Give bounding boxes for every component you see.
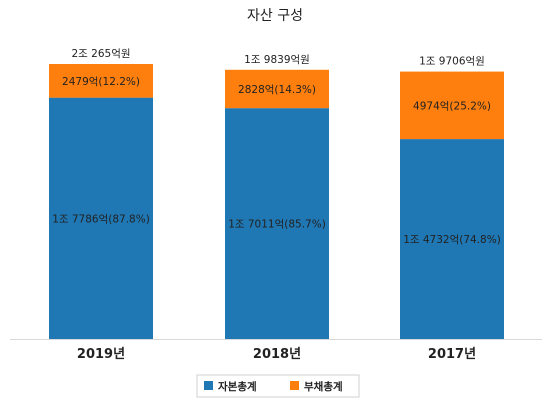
- x-tick-label-2: 2018년: [253, 347, 301, 362]
- bar-equity-2: [225, 108, 329, 340]
- legend: 자본총계 부채총계: [196, 374, 360, 398]
- total-label-3: 1조 9706억원: [419, 56, 485, 68]
- total-label-1: 2조 265억원: [71, 48, 130, 60]
- legend-label-equity: 자본총계: [218, 380, 257, 393]
- bar-liabilities-3: [400, 71, 504, 140]
- legend-swatch-equity: [204, 381, 213, 390]
- bar-equity-3: [400, 139, 504, 339]
- chart-title: 자산 구성: [247, 8, 303, 24]
- legend-swatch-liabilities: [290, 381, 299, 390]
- segment-label-equity-1: 1조 7786억(87.8%): [52, 213, 150, 225]
- segment-label-liabilities-1: 2479억(12.2%): [62, 76, 140, 88]
- segment-label-equity-3: 1조 4732억(74.8%): [403, 234, 501, 246]
- segment-label-liabilities-2: 2828억(14.3%): [238, 84, 316, 96]
- x-tick-label-3: 2017년: [428, 347, 476, 362]
- segment-label-liabilities-3: 4974억(25.2%): [413, 100, 491, 112]
- bar-liabilities-1: [49, 64, 153, 98]
- bar-liabilities-2: [225, 69, 329, 109]
- segment-label-equity-2: 1조 7011억(85.7%): [228, 219, 326, 231]
- legend-label-liabilities: 부채총계: [304, 380, 343, 393]
- x-tick-label-1: 2019년: [77, 347, 125, 362]
- bar-equity-1: [49, 97, 153, 340]
- plot-area: 1조 7786억(87.8%) 2479억(12.2%) 2조 265억원 2019년…: [49, 48, 504, 362]
- total-label-2: 1조 9839억원: [244, 54, 310, 66]
- legend-box: [196, 374, 360, 398]
